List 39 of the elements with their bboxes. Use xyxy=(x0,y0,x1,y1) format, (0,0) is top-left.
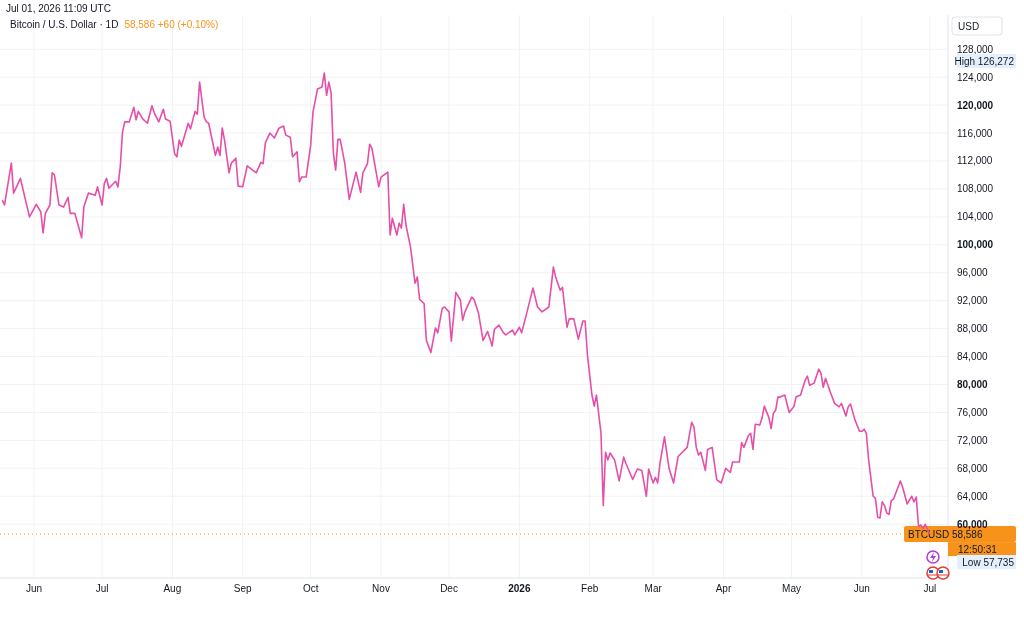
y-tick-label: 104,000 xyxy=(957,211,994,223)
chart-title: Bitcoin / U.S. Dollar · 1D xyxy=(10,19,119,30)
x-tick-label: Jul xyxy=(923,583,937,594)
y-tick-label: 108,000 xyxy=(957,183,994,195)
x-tick-label: Aug xyxy=(163,583,182,594)
x-tick-label: Oct xyxy=(302,583,319,594)
y-tick-label: 124,000 xyxy=(957,71,994,83)
text: 12:50:31 xyxy=(958,544,998,556)
ref-line-label: BTCUSD 58,586 xyxy=(908,529,983,541)
x-tick-label: Mar xyxy=(644,583,663,594)
x-tick-label: Feb xyxy=(581,583,599,594)
y-tick-label: 84,000 xyxy=(957,351,989,363)
y-tick-label: 68,000 xyxy=(957,462,989,474)
y-tick-label: 100,000 xyxy=(957,239,994,251)
x-tick-label: Dec xyxy=(440,583,458,594)
y-tick-label: 112,000 xyxy=(957,155,993,167)
x-tick-label: 2026 xyxy=(508,583,531,594)
x-tick-label: Apr xyxy=(715,583,732,594)
y-tick-label: 128,000 xyxy=(957,43,994,55)
x-tick-label: Jun xyxy=(25,583,43,594)
y-tick-label: 80,000 xyxy=(957,379,989,391)
y-tick-label: 92,000 xyxy=(957,295,989,307)
y-tick-label: 64,000 xyxy=(957,490,989,502)
x-tick-label: May xyxy=(782,583,801,594)
x-tick-label: Jul xyxy=(95,583,109,594)
chart-subtitle: 58,586 +60 (+0.10%) xyxy=(124,19,219,30)
x-tick-label: Nov xyxy=(372,583,390,594)
y-tick-label: 96,000 xyxy=(957,267,989,279)
y-tick-label: 76,000 xyxy=(957,406,989,418)
y-tick-label: 88,000 xyxy=(957,323,989,335)
y-axis-title: USD xyxy=(958,21,980,32)
y-tick-label: 72,000 xyxy=(957,434,989,446)
x-tick-label: Sep xyxy=(233,583,252,594)
x-tick-label: Jun xyxy=(853,583,870,594)
text: Jul 01, 2026 11:09 UTC xyxy=(6,3,111,14)
text: High 126,272 xyxy=(954,56,1015,67)
text: Low 57,735 xyxy=(962,557,1015,568)
y-tick-label: 120,000 xyxy=(957,99,994,111)
y-tick-label: 116,000 xyxy=(957,127,993,139)
